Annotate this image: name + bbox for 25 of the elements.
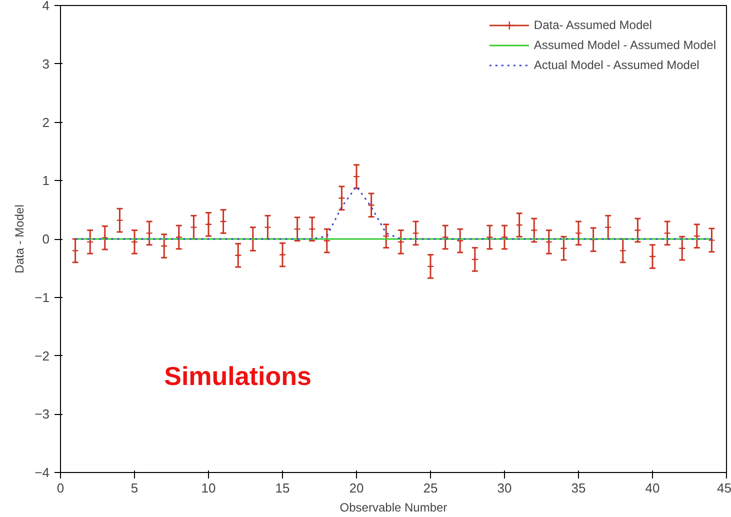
x-tick-label: 25 [423, 480, 438, 496]
x-tick-label: 45 [717, 480, 731, 496]
y-tick-label: 4 [42, 0, 50, 13]
y-tick-label: 2 [42, 114, 50, 130]
y-tick-label: 0 [42, 232, 50, 246]
x-tick-label: 35 [571, 480, 586, 496]
x-tick-label: 40 [645, 480, 660, 496]
y-tick-label: −1 [34, 290, 50, 305]
y-tick-label: 1 [42, 173, 50, 188]
y-tick-label: −3 [34, 406, 50, 422]
y-tick-label: 3 [42, 56, 50, 72]
x-tick-label: 0 [56, 480, 64, 496]
y-tick-label: −2 [34, 348, 50, 364]
legend-label: Data- Assumed Model [534, 18, 652, 32]
x-tick-label: 5 [130, 480, 138, 496]
legend-label: Assumed Model - Assumed Model [534, 38, 716, 52]
x-axis-title: Observable Number [340, 500, 448, 514]
x-tick-label: 20 [349, 480, 364, 496]
x-tick-label: 10 [201, 480, 216, 496]
y-axis-title: Data - Model [12, 204, 27, 274]
y-tick-label: −4 [34, 465, 50, 480]
x-tick-label: 30 [497, 480, 512, 496]
legend-label: Actual Model - Assumed Model [534, 58, 700, 72]
annotation: Simulations [164, 360, 312, 391]
x-tick-label: 15 [275, 480, 290, 496]
